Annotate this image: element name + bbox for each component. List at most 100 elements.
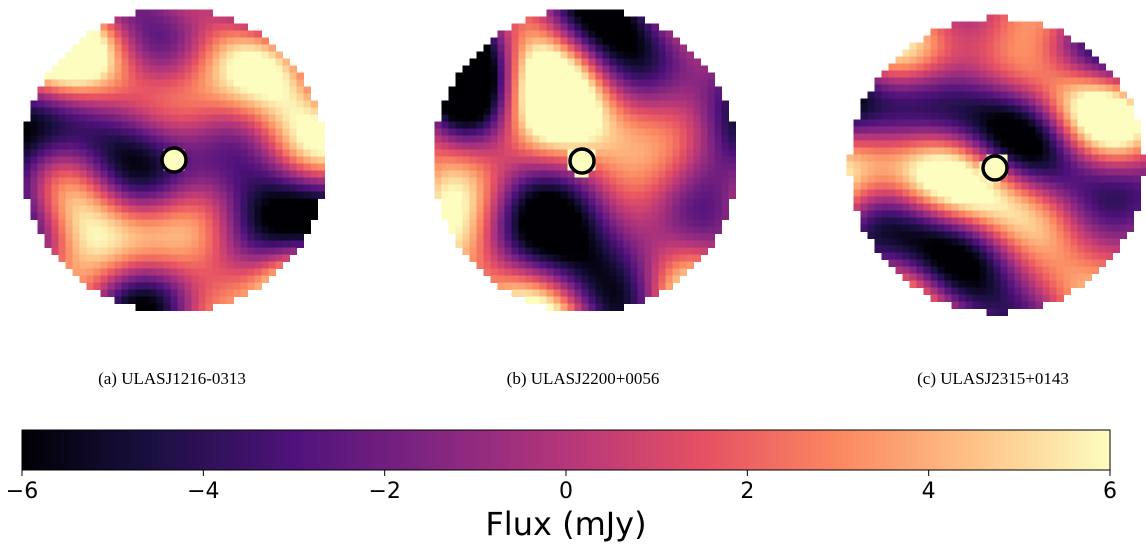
map-pixel [219, 44, 227, 52]
map-pixel [254, 163, 262, 171]
map-pixel [107, 289, 115, 297]
map-pixel [240, 100, 248, 108]
map-pixel [184, 296, 192, 304]
map-pixel [986, 70, 994, 78]
map-pixel [86, 163, 94, 171]
map-pixel [511, 226, 519, 234]
map-pixel [700, 247, 708, 255]
map-pixel [1007, 168, 1015, 176]
map-pixel [212, 86, 220, 94]
map-pixel [1105, 161, 1113, 169]
map-pixel [1070, 98, 1078, 106]
map-pixel [128, 219, 136, 227]
map-pixel [247, 205, 255, 213]
map-pixel [149, 79, 157, 87]
map-pixel [679, 135, 687, 143]
map-pixel [504, 275, 512, 283]
map-pixel [1133, 147, 1141, 155]
map-pixel [254, 51, 262, 59]
tick-label: −2 [368, 479, 400, 504]
map-pixel [483, 156, 491, 164]
map-pixel [888, 147, 896, 155]
map-pixel [874, 168, 882, 176]
map-pixel [219, 177, 227, 185]
map-pixel [114, 121, 122, 129]
map-pixel [532, 149, 540, 157]
map-pixel [644, 177, 652, 185]
map-pixel [1035, 280, 1043, 288]
map-pixel [986, 14, 994, 22]
map-pixel [616, 135, 624, 143]
map-pixel [212, 198, 220, 206]
map-pixel [455, 184, 463, 192]
map-pixel [895, 252, 903, 260]
map-pixel [595, 261, 603, 269]
map-pixel [163, 191, 171, 199]
map-pixel [651, 198, 659, 206]
map-pixel [1126, 98, 1134, 106]
map-pixel [553, 51, 561, 59]
map-pixel [574, 296, 582, 304]
map-pixel [135, 135, 143, 143]
map-pixel [993, 140, 1001, 148]
map-pixel [686, 93, 694, 101]
map-pixel [595, 156, 603, 164]
map-pixel [714, 114, 722, 122]
map-pixel [1028, 182, 1036, 190]
map-pixel [993, 266, 1001, 274]
map-pixel [184, 240, 192, 248]
map-pixel [672, 233, 680, 241]
map-pixel [170, 107, 178, 115]
map-pixel [888, 245, 896, 253]
map-pixel [958, 168, 966, 176]
map-pixel [1014, 126, 1022, 134]
map-pixel [658, 156, 666, 164]
map-pixel [275, 205, 283, 213]
map-pixel [637, 51, 645, 59]
map-pixel [1049, 273, 1057, 281]
map-pixel [1091, 238, 1099, 246]
map-pixel [184, 205, 192, 213]
map-pixel [58, 184, 66, 192]
map-pixel [30, 100, 38, 108]
map-pixel [1000, 294, 1008, 302]
map-pixel [581, 149, 589, 157]
map-pixel [532, 163, 540, 171]
map-pixel [958, 112, 966, 120]
map-pixel [149, 16, 157, 24]
map-pixel [944, 280, 952, 288]
map-pixel [100, 282, 108, 290]
map-pixel [261, 114, 269, 122]
map-pixel [951, 126, 959, 134]
map-pixel [79, 72, 87, 80]
map-pixel [1084, 245, 1092, 253]
map-pixel [623, 37, 631, 45]
map-pixel [623, 198, 631, 206]
map-pixel [1091, 84, 1099, 92]
map-pixel [30, 205, 38, 213]
map-pixel [560, 58, 568, 66]
map-pixel [261, 135, 269, 143]
map-pixel [1014, 273, 1022, 281]
map-pixel [1028, 301, 1036, 309]
map-pixel [121, 177, 129, 185]
map-pixel [198, 16, 206, 24]
map-pixel [511, 219, 519, 227]
map-pixel [121, 121, 129, 129]
map-pixel [58, 142, 66, 150]
map-pixel [1077, 196, 1085, 204]
map-pixel [205, 205, 213, 213]
map-pixel [665, 247, 673, 255]
map-pixel [1000, 56, 1008, 64]
map-pixel [693, 177, 701, 185]
map-pixel [254, 72, 262, 80]
map-pixel [623, 58, 631, 66]
map-pixel [581, 121, 589, 129]
map-pixel [532, 247, 540, 255]
map-pixel [902, 161, 910, 169]
map-pixel [289, 135, 297, 143]
map-pixel [972, 49, 980, 57]
map-pixel [1021, 196, 1029, 204]
map-pixel [944, 28, 952, 36]
